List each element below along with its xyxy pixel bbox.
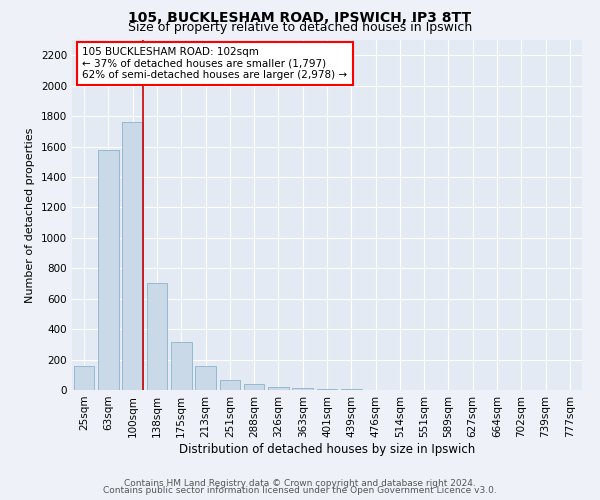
Bar (244, 384, 265, 390)
X-axis label: Distribution of detached houses by size in Ipswich: Distribution of detached houses by size … (179, 442, 475, 456)
Bar (122, 122, 143, 390)
Bar (341, 389, 362, 390)
Bar (98, 150, 119, 390)
Text: 105 BUCKLESHAM ROAD: 102sqm
← 37% of detached houses are smaller (1,797)
62% of : 105 BUCKLESHAM ROAD: 102sqm ← 37% of det… (82, 47, 347, 80)
Bar (268, 386, 289, 390)
Bar (292, 388, 313, 390)
Text: Size of property relative to detached houses in Ipswich: Size of property relative to detached ho… (128, 21, 472, 34)
Bar (171, 342, 191, 390)
Bar (74, 366, 94, 390)
Text: Contains public sector information licensed under the Open Government Licence v3: Contains public sector information licen… (103, 486, 497, 495)
Text: Contains HM Land Registry data © Crown copyright and database right 2024.: Contains HM Land Registry data © Crown c… (124, 478, 476, 488)
Bar (195, 366, 216, 390)
Bar (317, 389, 337, 390)
Bar (146, 284, 167, 390)
Bar (220, 380, 240, 390)
Text: 105, BUCKLESHAM ROAD, IPSWICH, IP3 8TT: 105, BUCKLESHAM ROAD, IPSWICH, IP3 8TT (128, 10, 472, 24)
Y-axis label: Number of detached properties: Number of detached properties (25, 128, 35, 302)
